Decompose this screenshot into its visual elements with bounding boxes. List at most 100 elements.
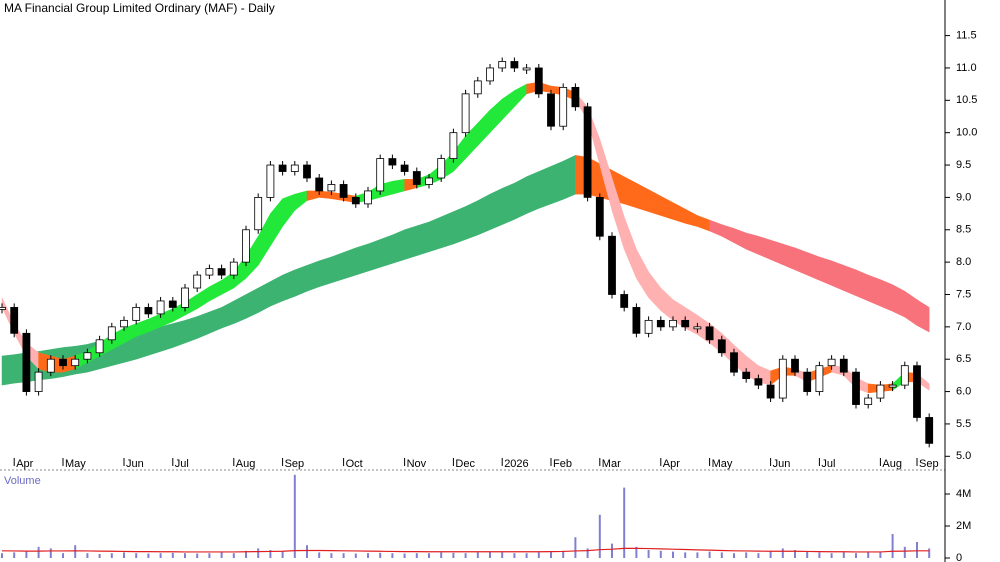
x-tick-label: May bbox=[65, 458, 86, 470]
volume-bar bbox=[220, 552, 223, 558]
volume-bar bbox=[781, 548, 784, 558]
candle bbox=[193, 274, 202, 289]
ma-band bbox=[416, 221, 430, 256]
ma-band bbox=[538, 165, 552, 209]
candle bbox=[376, 158, 385, 192]
volume-bar bbox=[440, 552, 443, 558]
volume-bar bbox=[855, 553, 857, 558]
volume-bar bbox=[62, 553, 64, 558]
ma-band bbox=[465, 200, 479, 240]
ma-band bbox=[318, 256, 332, 288]
volume-bar bbox=[635, 546, 638, 558]
volume-bar bbox=[867, 552, 870, 558]
ma-band bbox=[306, 260, 320, 292]
volume-bar bbox=[916, 542, 918, 558]
volume-bar bbox=[464, 553, 467, 558]
candle bbox=[10, 307, 19, 334]
volume-bar bbox=[684, 552, 687, 558]
x-tick-label: Mar bbox=[602, 458, 621, 470]
ma-band bbox=[526, 171, 540, 214]
x-tick-label: May bbox=[712, 458, 733, 470]
candle bbox=[608, 235, 616, 295]
candle bbox=[205, 268, 214, 276]
volume-bar bbox=[550, 551, 552, 558]
volume-bar bbox=[672, 551, 674, 558]
volume-bar bbox=[13, 552, 16, 558]
volume-bar bbox=[769, 551, 772, 558]
ma-band bbox=[392, 229, 405, 264]
volume-bar bbox=[757, 553, 760, 558]
x-tick-label: Oct bbox=[346, 458, 363, 470]
x-tick-label: Nov bbox=[407, 458, 427, 470]
ma-band bbox=[453, 206, 466, 245]
volume-title: Volume bbox=[4, 475, 41, 487]
candle bbox=[242, 229, 250, 263]
volume-bar bbox=[623, 487, 626, 558]
volume-bar bbox=[135, 553, 138, 558]
candle bbox=[547, 93, 555, 127]
volume-bar bbox=[586, 548, 589, 558]
volume-bar bbox=[806, 551, 809, 558]
y-tick-label: 8.0 bbox=[956, 256, 971, 268]
y-tick-label: 8.5 bbox=[956, 224, 971, 236]
candle bbox=[742, 371, 751, 380]
ma-band bbox=[331, 252, 344, 284]
ma-band bbox=[343, 247, 357, 280]
ma-band bbox=[294, 265, 308, 297]
ma-band bbox=[501, 182, 515, 225]
volume-bar bbox=[903, 546, 906, 558]
candle bbox=[925, 417, 934, 444]
candle bbox=[83, 352, 92, 360]
volume-bar bbox=[659, 550, 662, 558]
candle bbox=[254, 197, 263, 231]
volume-bar bbox=[525, 553, 528, 558]
y-tick-label: 4M bbox=[956, 488, 971, 500]
ma-band bbox=[172, 320, 186, 348]
candle bbox=[632, 307, 641, 334]
candle bbox=[534, 67, 543, 95]
candle bbox=[132, 307, 141, 321]
ma-band bbox=[160, 323, 174, 352]
x-tick-label: Jun bbox=[126, 458, 144, 470]
ma-band bbox=[843, 265, 857, 297]
volume-bar bbox=[611, 543, 613, 558]
volume-bar bbox=[598, 514, 601, 558]
ma-band bbox=[562, 154, 576, 200]
ma-band bbox=[855, 269, 869, 302]
candle bbox=[852, 371, 860, 405]
x-tick-label: Jul bbox=[821, 458, 835, 470]
x-tick-label: Jul bbox=[175, 458, 189, 470]
candle bbox=[559, 86, 568, 127]
candle bbox=[815, 365, 824, 392]
ma-band bbox=[477, 193, 491, 236]
candle bbox=[888, 384, 897, 388]
y-tick-label: 9.0 bbox=[956, 191, 971, 203]
volume-bar bbox=[745, 552, 748, 558]
volume-bar bbox=[49, 548, 52, 558]
candle bbox=[766, 384, 775, 399]
candle bbox=[22, 332, 31, 392]
volume-bar bbox=[818, 552, 821, 558]
ma-band bbox=[404, 225, 418, 260]
chart-title: MA Financial Group Limited Ordinary (MAF… bbox=[4, 1, 275, 15]
candle bbox=[351, 197, 360, 205]
y-tick-label: 9.5 bbox=[956, 159, 971, 171]
volume-bar bbox=[196, 553, 199, 558]
volume-bar bbox=[879, 551, 882, 558]
candle bbox=[437, 158, 446, 179]
candle bbox=[339, 184, 348, 198]
x-tick-label: Dec bbox=[455, 458, 475, 470]
candle bbox=[327, 184, 336, 192]
volume-bar bbox=[501, 552, 504, 558]
candle bbox=[107, 326, 116, 341]
ma-band bbox=[282, 269, 296, 302]
x-tick-label: Feb bbox=[553, 458, 572, 470]
volume-bar bbox=[708, 551, 711, 558]
candle bbox=[278, 164, 287, 172]
y-tick-label: 2M bbox=[956, 520, 971, 532]
candle bbox=[449, 132, 458, 159]
candle bbox=[827, 358, 836, 367]
volume-bar bbox=[476, 552, 479, 558]
candle bbox=[583, 106, 592, 198]
